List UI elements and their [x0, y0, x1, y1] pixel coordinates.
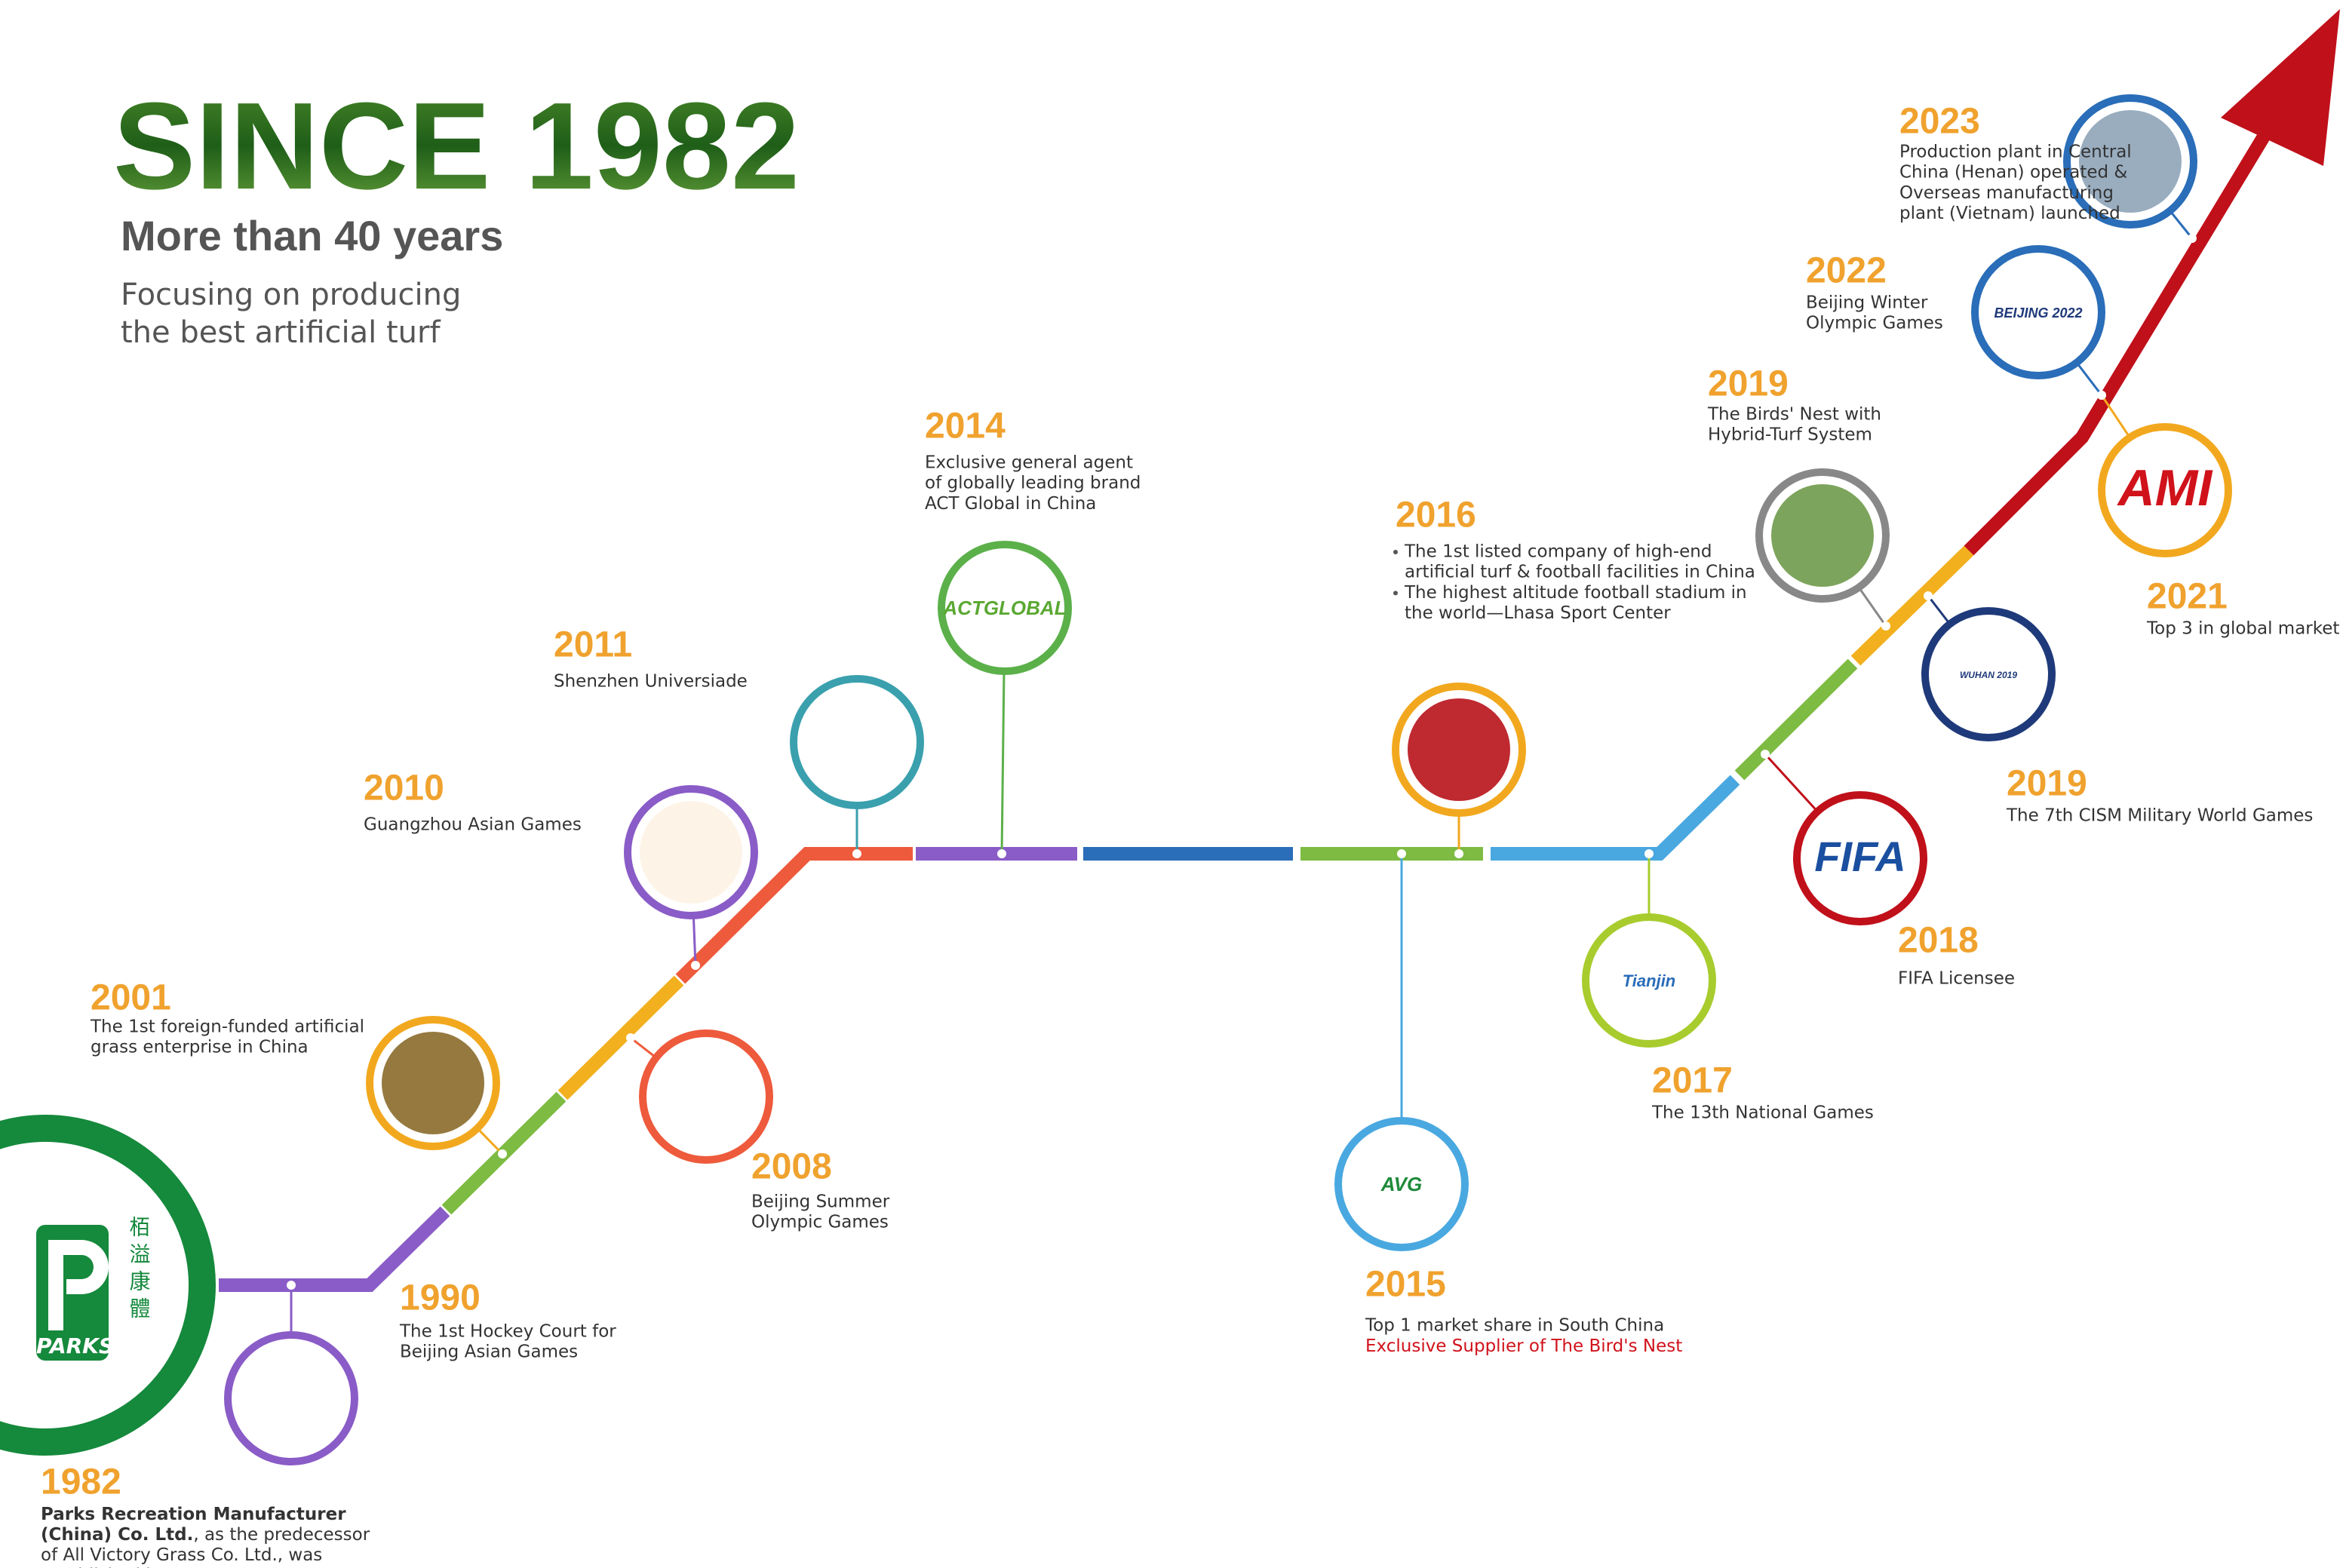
event-year: 1982 — [41, 1462, 121, 1502]
event-year: 2008 — [751, 1147, 832, 1187]
event-line: artificial turf & football facilities in… — [1405, 563, 1755, 582]
event-image — [806, 691, 908, 793]
track-dot — [1761, 750, 1770, 759]
logo-text: BEIJING 2022 — [1994, 305, 2082, 321]
logo-text: FIFA — [1814, 833, 1905, 880]
track-dot — [287, 1281, 296, 1290]
event-image — [1771, 484, 1874, 587]
tagline: Focusing on producing — [121, 278, 461, 312]
event-year: 2011 — [554, 625, 632, 665]
event-year: 2019 — [1708, 364, 1789, 404]
track-dot — [2188, 234, 2197, 243]
event-line: Exclusive general agent — [925, 453, 1133, 473]
track-dot — [1644, 849, 1654, 858]
page: SINCE 1982 More than 40 years Focusing o… — [0, 0, 2343, 1568]
track-dot — [2097, 391, 2106, 400]
track-dot — [626, 1033, 635, 1042]
event-year: 2022 — [1806, 251, 1887, 291]
track-dot — [691, 961, 700, 970]
event-line: The highest altitude football stadium in — [1404, 583, 1747, 603]
event-image — [640, 801, 742, 904]
title: SINCE 1982 — [113, 77, 800, 215]
event-line: Beijing Summer — [751, 1192, 890, 1212]
event-line-part: Exclusive Supplier of The Bird's Nest — [1365, 1336, 1682, 1356]
event-image — [382, 1032, 484, 1134]
event-line: Guangzhou Asian Games — [364, 815, 582, 835]
event-year: 2018 — [1898, 921, 1979, 961]
track-dot — [1924, 591, 1933, 600]
event-line: (China) Co. Ltd., as the predecessor — [41, 1525, 370, 1545]
track-dot — [1454, 849, 1463, 858]
event-year: 2023 — [1899, 102, 1980, 142]
event-year: 2014 — [925, 407, 1006, 446]
event-line-part: Parks Recreation Manufacturer — [41, 1505, 346, 1524]
event-year: 2015 — [1365, 1265, 1446, 1305]
event-line: China (Henan) operated & — [1899, 163, 2127, 183]
event-line: Overseas manufacturing — [1899, 183, 2114, 203]
event-line: The 1st foreign-funded artificial — [90, 1017, 364, 1037]
track-segment — [1491, 780, 1735, 854]
logo-text: WUHAN 2019 — [1960, 670, 2017, 680]
event-year: 1990 — [400, 1278, 481, 1318]
track-dot — [498, 1149, 507, 1158]
event-line: Top 3 in global market — [2146, 619, 2339, 639]
event-line: FIFA Licensee — [1898, 969, 2015, 989]
event-line: Beijing Winter — [1806, 293, 1928, 313]
event-line: the world—Lhasa Sport Center — [1405, 603, 1671, 623]
event-year: 2016 — [1396, 496, 1476, 535]
event-line-part: (China) Co. Ltd. — [41, 1525, 193, 1545]
bullet — [1393, 550, 1398, 554]
bullet — [1393, 591, 1398, 595]
event-line: The 7th CISM Military World Games — [2006, 806, 2313, 826]
tagline: the best artificial turf — [121, 315, 441, 350]
event-line: Hybrid-Turf System — [1708, 425, 1872, 445]
event-line-part: , as the predecessor — [193, 1525, 370, 1545]
event-image — [240, 1347, 342, 1450]
track-segment — [1740, 664, 1853, 775]
logo-text: Tianjin — [1623, 971, 1676, 990]
event-line: The Birds' Nest with — [1707, 405, 1881, 425]
event-year: 2001 — [91, 978, 171, 1018]
event-line: of globally leading brand — [925, 474, 1141, 493]
event-line: Parks Recreation Manufacturer — [41, 1505, 346, 1524]
event-line: Olympic Games — [751, 1213, 889, 1232]
event-image — [1408, 698, 1510, 801]
event-year: 2017 — [1652, 1061, 1733, 1101]
event-line: of All Victory Grass Co. Ltd., was — [41, 1545, 322, 1565]
event-line: Beijing Asian Games — [400, 1342, 578, 1362]
event-line: grass enterprise in China — [91, 1038, 309, 1057]
event-line: The 13th National Games — [1651, 1103, 1874, 1123]
logo-text: ACTGLOBAL — [942, 597, 1066, 619]
event-year: 2019 — [2007, 764, 2087, 804]
event-line: Olympic Games — [1806, 314, 1943, 333]
arrow-head — [2221, 9, 2340, 166]
event-line: Production plant in Central — [1899, 143, 2132, 162]
track-dot — [997, 849, 1006, 858]
event-line: The 1st Hockey Court for — [399, 1322, 616, 1342]
event-line: Top 1 market share in South China — [1365, 1316, 1664, 1336]
parks-name: PARKS — [36, 1333, 114, 1358]
event-year: 2021 — [2147, 577, 2228, 617]
subtitle: More than 40 years — [121, 212, 503, 259]
logo-text: AVG — [1380, 1173, 1422, 1195]
event-line: Shenzhen Universiade — [554, 672, 748, 692]
event-line: Exclusive Supplier of The Bird's Nest — [1365, 1336, 1682, 1356]
track-dot — [1881, 621, 1890, 631]
track-dot — [1397, 849, 1406, 858]
event-line: ACT Global in China — [925, 494, 1096, 514]
parks-chinese: 栢溢康體 — [127, 1216, 152, 1324]
track-dot — [852, 849, 861, 858]
timeline: SINCE 1982 More than 40 years Focusing o… — [0, 0, 2343, 1568]
event-year: 2010 — [364, 769, 444, 809]
event-line: The 1st listed company of high-end — [1404, 542, 1712, 562]
track-segment — [219, 1211, 445, 1285]
logo-text: AMI — [2117, 459, 2214, 517]
event-image — [655, 1045, 757, 1148]
event-line: plant (Vietnam) launched — [1899, 204, 2120, 223]
